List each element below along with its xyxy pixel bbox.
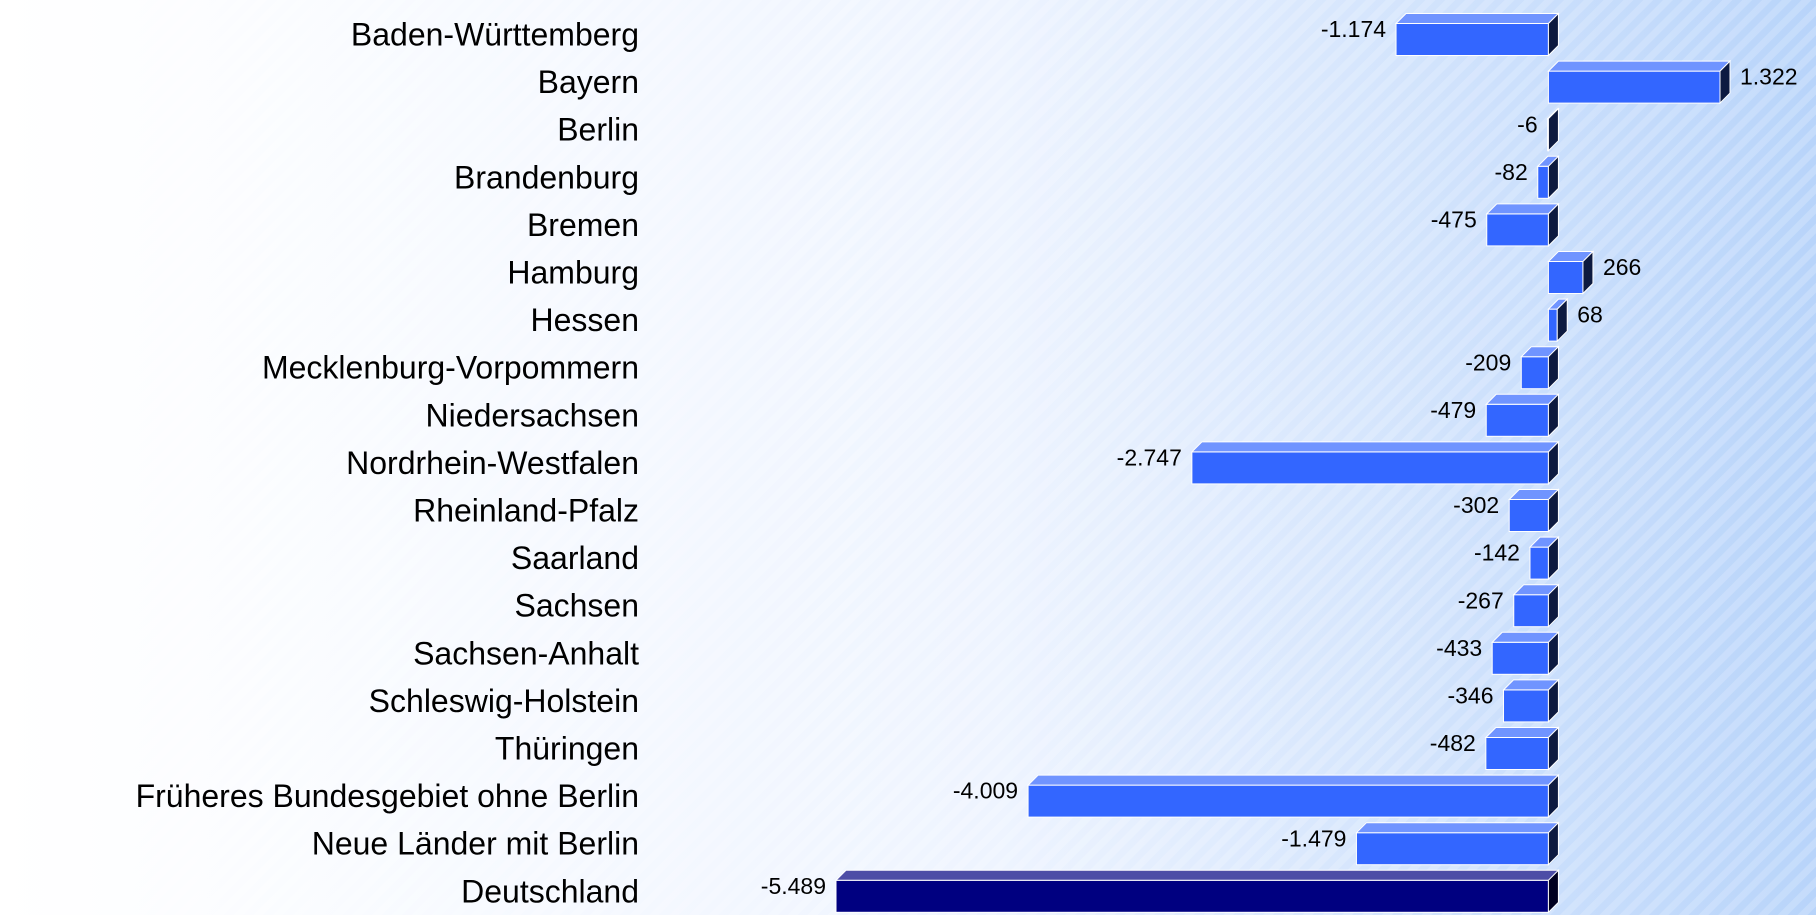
bar-top-face xyxy=(1190,441,1560,453)
bar xyxy=(1520,356,1549,390)
category-label: Berlin xyxy=(557,112,639,148)
bar xyxy=(1485,403,1549,437)
bar xyxy=(1529,546,1549,580)
bar xyxy=(1503,689,1549,723)
bar-side-face xyxy=(1547,535,1559,581)
value-label: -346 xyxy=(1447,682,1493,708)
value-label: 1.322 xyxy=(1740,64,1798,90)
value-label: -4.009 xyxy=(953,778,1018,804)
bar-side-face xyxy=(1547,345,1559,390)
bar-side-face xyxy=(1556,297,1568,343)
bar-side-face xyxy=(1547,488,1559,533)
bar xyxy=(1027,784,1549,818)
bar-top-face xyxy=(1394,13,1560,24)
value-label: 266 xyxy=(1603,254,1641,280)
bar xyxy=(1485,737,1549,770)
bar xyxy=(1491,641,1549,675)
bar-side-face xyxy=(1547,773,1559,819)
bar xyxy=(1191,451,1549,485)
bar-side-face xyxy=(1547,869,1559,914)
bar-side-face xyxy=(1547,631,1559,676)
bar xyxy=(1486,213,1549,247)
bar-side-face xyxy=(1547,12,1559,57)
category-label: Rheinland-Pfalz xyxy=(413,492,639,528)
bar-side-face xyxy=(1547,440,1559,486)
category-label: Sachsen xyxy=(514,588,639,624)
bar xyxy=(1395,23,1549,56)
bar-top-face xyxy=(1485,393,1560,405)
value-label: -1.174 xyxy=(1321,16,1386,42)
bar xyxy=(1547,70,1721,104)
bar xyxy=(1547,308,1558,342)
category-label: Baden-Württemberg xyxy=(351,16,639,52)
value-label: -82 xyxy=(1495,159,1528,185)
bar-top-face xyxy=(1355,822,1560,834)
bar-side-face xyxy=(1547,583,1559,628)
bar-top-face xyxy=(1491,631,1560,643)
bar-top-face xyxy=(1026,774,1560,786)
bar-top-face xyxy=(834,869,1560,881)
bar xyxy=(1355,832,1549,866)
value-label: -5.489 xyxy=(761,873,826,899)
value-label: 68 xyxy=(1577,302,1603,328)
bar-side-face xyxy=(1547,726,1559,771)
category-label: Niedersachsen xyxy=(426,397,639,433)
category-label: Brandenburg xyxy=(454,159,639,195)
bar-top-face xyxy=(1484,727,1560,738)
value-label: -482 xyxy=(1430,730,1476,756)
bar xyxy=(835,879,1549,913)
bar-side-face xyxy=(1547,393,1559,438)
value-label: -142 xyxy=(1474,540,1520,566)
bar-side-face xyxy=(1547,202,1559,248)
category-label: Bremen xyxy=(527,207,639,243)
category-label: Hessen xyxy=(531,302,640,338)
value-label: -209 xyxy=(1465,349,1511,375)
category-label: Früheres Bundesgebiet ohne Berlin xyxy=(136,778,639,814)
bar-side-face xyxy=(1547,155,1559,200)
category-label: Hamburg xyxy=(507,254,639,290)
bar-side-face xyxy=(1719,59,1731,105)
value-label: -479 xyxy=(1430,397,1476,423)
bar-top-face xyxy=(1485,203,1560,215)
value-label: -1.479 xyxy=(1281,825,1346,851)
bar xyxy=(1547,261,1584,294)
value-label: -475 xyxy=(1431,206,1477,232)
bar xyxy=(1537,165,1549,199)
bar xyxy=(1508,499,1549,532)
bar-side-face xyxy=(1582,250,1594,295)
bar-top-face xyxy=(1547,60,1732,72)
category-label: Thüringen xyxy=(495,730,639,766)
category-label: Saarland xyxy=(511,540,639,576)
category-label: Bayern xyxy=(538,64,639,100)
bar-side-face xyxy=(1547,107,1559,152)
category-label: Deutschland xyxy=(461,873,639,909)
value-label: -302 xyxy=(1453,492,1499,518)
bar-side-face xyxy=(1547,678,1559,724)
category-label: Sachsen-Anhalt xyxy=(413,635,639,671)
value-label: -267 xyxy=(1458,587,1504,613)
category-label: Mecklenburg-Vorpommern xyxy=(262,350,639,386)
bar-side-face xyxy=(1547,821,1559,866)
value-label: -2.747 xyxy=(1117,444,1182,470)
category-label: Nordrhein-Westfalen xyxy=(346,445,639,481)
category-label: Neue Länder mit Berlin xyxy=(312,826,639,862)
category-label: Schleswig-Holstein xyxy=(369,683,639,719)
value-label: -6 xyxy=(1517,111,1537,137)
value-label: -433 xyxy=(1436,635,1482,661)
bar xyxy=(1513,594,1549,628)
